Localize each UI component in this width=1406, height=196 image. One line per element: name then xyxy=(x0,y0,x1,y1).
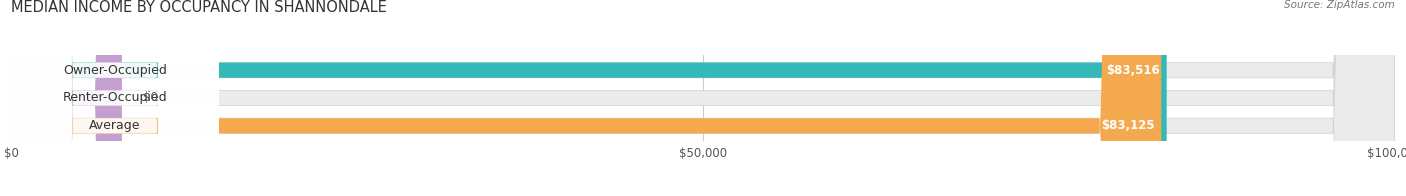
Text: $83,125: $83,125 xyxy=(1101,119,1154,132)
Text: MEDIAN INCOME BY OCCUPANCY IN SHANNONDALE: MEDIAN INCOME BY OCCUPANCY IN SHANNONDAL… xyxy=(11,0,387,15)
FancyBboxPatch shape xyxy=(11,0,1161,196)
Text: Owner-Occupied: Owner-Occupied xyxy=(63,64,167,77)
Text: $0: $0 xyxy=(142,92,157,104)
FancyBboxPatch shape xyxy=(11,0,122,196)
Text: Source: ZipAtlas.com: Source: ZipAtlas.com xyxy=(1284,0,1395,10)
FancyBboxPatch shape xyxy=(11,0,219,196)
FancyBboxPatch shape xyxy=(11,0,1395,196)
FancyBboxPatch shape xyxy=(11,0,219,196)
FancyBboxPatch shape xyxy=(11,0,219,196)
FancyBboxPatch shape xyxy=(11,0,1395,196)
Text: Average: Average xyxy=(89,119,141,132)
Text: $83,516: $83,516 xyxy=(1107,64,1160,77)
Text: Renter-Occupied: Renter-Occupied xyxy=(63,92,167,104)
FancyBboxPatch shape xyxy=(11,0,1167,196)
FancyBboxPatch shape xyxy=(11,0,1395,196)
